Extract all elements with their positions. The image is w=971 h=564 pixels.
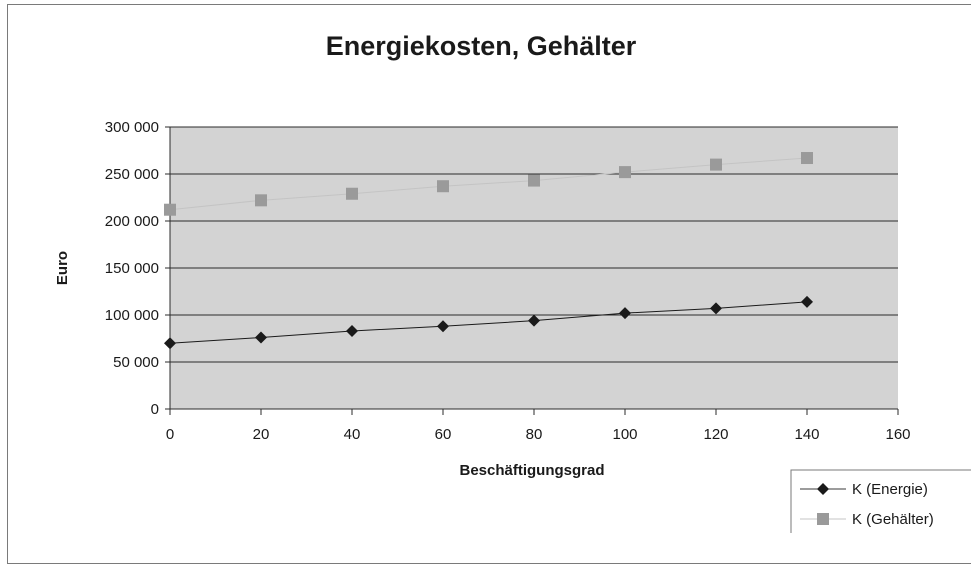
data-point: [164, 203, 176, 216]
x-tick-label: 100: [612, 426, 637, 443]
x-tick-labels: 0 20 40 60 80 100 120 140 160: [166, 426, 911, 443]
y-tick-label: 300 000: [105, 119, 159, 136]
chart-title: Energiekosten, Gehälter: [326, 31, 637, 61]
data-point: [710, 302, 722, 315]
x-tick-label: 120: [703, 426, 728, 443]
x-tick-label: 40: [344, 426, 361, 443]
y-tick-label: 250 000: [105, 166, 159, 183]
x-axis-label: Beschäftigungsgrad: [459, 462, 604, 479]
data-point: [801, 295, 813, 308]
y-tick-label: 100 000: [105, 307, 159, 324]
data-point: [619, 307, 631, 320]
legend: K (Energie) K (Gehälter): [790, 469, 971, 533]
data-point: [528, 174, 540, 187]
data-point: [801, 152, 813, 165]
legend-label: K (Gehälter): [852, 511, 934, 528]
chart: Energiekosten, Gehälter 0 50 000 100 000 15…: [54, 31, 971, 533]
legend-marker: [817, 513, 829, 525]
x-tick-label: 20: [253, 426, 270, 443]
y-tick-label: 150 000: [105, 260, 159, 277]
x-tick-label: 160: [885, 426, 910, 443]
series-line: [169, 157, 808, 211]
x-tick-label: 80: [526, 426, 543, 443]
series-layer: [164, 152, 813, 350]
data-point: [255, 331, 267, 344]
data-point: [619, 166, 631, 179]
data-point: [710, 158, 722, 171]
data-point: [164, 337, 176, 350]
data-point: [346, 187, 358, 200]
x-tick-label: 140: [794, 426, 819, 443]
x-tick-label: 0: [166, 426, 174, 443]
y-axis-label: Euro: [54, 251, 71, 285]
data-point: [255, 194, 267, 207]
legend-label: K (Energie): [852, 481, 928, 498]
axes: [165, 126, 899, 415]
y-tick-label: 50 000: [113, 354, 159, 371]
y-tick-label: 0: [151, 401, 159, 418]
data-point: [528, 314, 540, 327]
x-tick-label: 60: [435, 426, 452, 443]
data-point: [437, 320, 449, 333]
data-point: [437, 180, 449, 193]
y-tick-labels: 0 50 000 100 000 150 000 200 000 250 000 300 0…: [105, 119, 159, 418]
series-line: [169, 301, 808, 344]
data-point: [346, 324, 358, 337]
legend-marker: [817, 483, 829, 495]
y-tick-label: 200 000: [105, 213, 159, 230]
